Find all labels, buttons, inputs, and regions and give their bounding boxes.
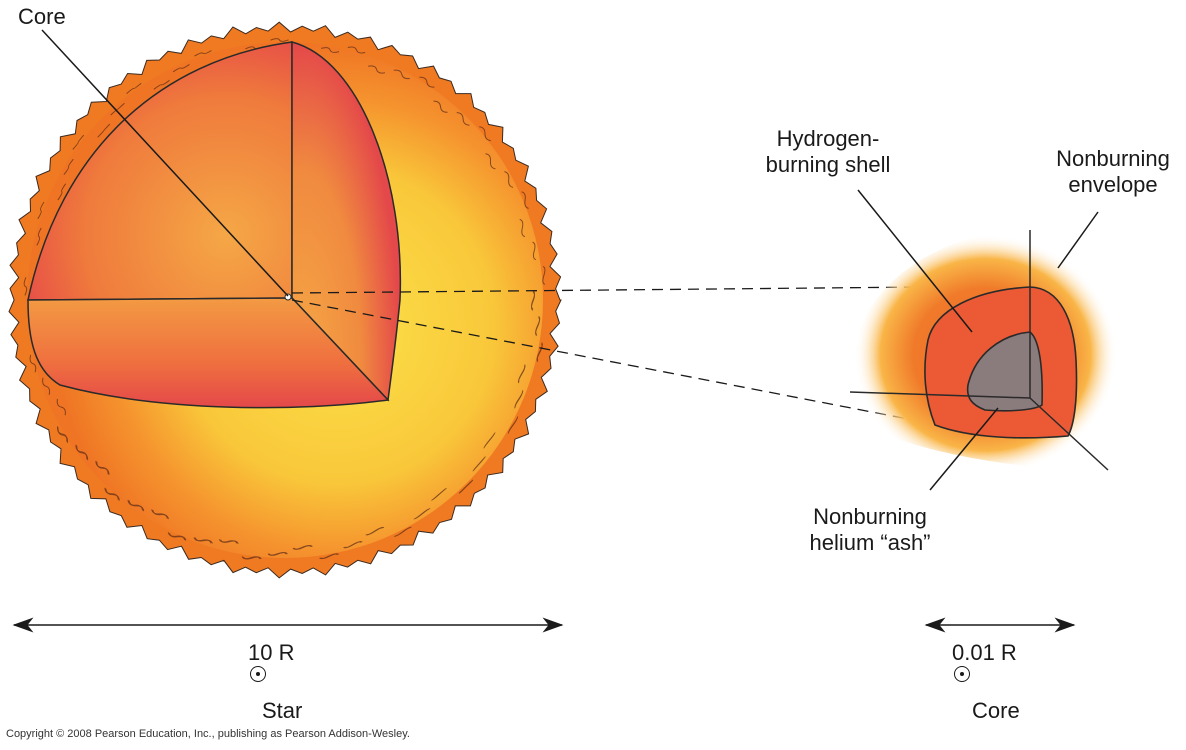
surface-squiggle — [172, 63, 190, 73]
surface-squiggle — [413, 508, 430, 520]
surface-squiggle — [57, 426, 68, 442]
core-axis-horizontal — [849, 391, 1031, 399]
surface-squiggle — [319, 553, 338, 560]
surface-squiggle — [292, 545, 312, 550]
surface-squiggle — [37, 201, 45, 220]
surface-squiggle — [393, 527, 411, 537]
surface-squiggle — [485, 153, 496, 170]
ash-label-line2: helium “ash” — [809, 530, 931, 555]
surface-squiggle — [542, 265, 546, 285]
copyright-notice: Copyright © 2008 Pearson Education, Inc.… — [6, 728, 410, 740]
hydrogen-shell-label-line1: Hydrogen- — [776, 126, 880, 151]
surface-squiggle — [433, 100, 448, 113]
surface-squiggle — [42, 377, 51, 395]
core-cutaway — [849, 229, 1117, 471]
surface-squiggle — [536, 343, 543, 363]
solar-symbol-icon — [954, 666, 970, 682]
surface-squiggle — [97, 123, 111, 138]
surface-squiggle — [57, 183, 67, 201]
ash-label-line1: Nonburning — [813, 504, 927, 529]
envelope-label: Nonburning envelope — [1040, 146, 1186, 198]
surface-squiggle — [504, 171, 514, 188]
surface-squiggle — [193, 537, 212, 544]
surface-squiggle — [472, 457, 485, 472]
core-label: Core — [18, 4, 66, 29]
surface-squiggle — [126, 82, 142, 94]
surface-squiggle — [531, 291, 535, 311]
cutaway-side-face — [291, 41, 402, 402]
surface-squiggle — [517, 365, 526, 384]
ash-label: Nonburning helium “ash” — [790, 504, 950, 556]
core-scale-text: 0.01 R — [952, 640, 1017, 665]
surface-squiggle — [194, 50, 212, 57]
surface-squiggle — [218, 539, 238, 544]
star-scale-text: 10 R — [248, 640, 295, 665]
surface-squiggle — [321, 47, 340, 53]
hydrogen-shell-leader — [857, 189, 973, 333]
surface-squiggle — [456, 112, 470, 126]
surface-squiggle — [110, 102, 125, 116]
surface-squiggle — [23, 277, 28, 296]
surface-squiggle — [535, 317, 541, 337]
surface-squiggle — [267, 552, 287, 556]
hydrogen-shell-label-line2: burning shell — [765, 152, 891, 177]
surface-squiggle — [72, 134, 85, 150]
helium-ash-core — [966, 331, 1043, 412]
surface-squiggle — [514, 391, 523, 409]
surface-squiggle — [270, 38, 289, 42]
surface-squiggle — [347, 46, 366, 54]
surface-squiggle — [368, 65, 386, 74]
surface-squiggle — [483, 433, 495, 449]
surface-squiggle — [521, 191, 529, 209]
envelope-label-line1: Nonburning — [1056, 146, 1170, 171]
surface-squiggle — [393, 69, 410, 80]
star-scale-label: 10 R — [248, 640, 294, 682]
surface-squiggle — [194, 537, 213, 544]
surface-squiggle — [127, 499, 144, 511]
zoom-dashed-line-lower — [291, 299, 966, 431]
surface-squiggle — [167, 532, 186, 541]
core-axis-diagonal — [1029, 397, 1109, 471]
hydrogen-shell-label: Hydrogen- burning shell — [746, 126, 910, 178]
surface-squiggle — [343, 541, 362, 549]
core-scale-label: 0.01 R — [952, 640, 1017, 682]
surface-squiggle — [419, 76, 435, 88]
surface-squiggle — [63, 158, 74, 175]
surface-squiggle — [458, 480, 473, 494]
surface-squiggle — [29, 354, 37, 373]
surface-squiggle — [153, 79, 170, 90]
core-leader-line — [41, 29, 289, 297]
solar-symbol-icon — [250, 666, 266, 682]
surface-squiggle — [365, 527, 383, 536]
cutaway-top-face — [27, 41, 293, 301]
surface-squiggle — [479, 126, 491, 142]
surface-squiggle — [56, 398, 66, 416]
star-cutaway — [8, 21, 562, 579]
star-caption: Star — [262, 698, 303, 723]
star-center-point — [284, 293, 292, 301]
envelope-leader — [1057, 211, 1099, 269]
surface-squiggle — [519, 218, 526, 238]
surface-squiggle — [104, 487, 119, 500]
core-caption: Core — [972, 698, 1020, 723]
ash-leader — [929, 407, 999, 491]
envelope-label-line2: envelope — [1068, 172, 1158, 197]
cutaway-bottom-face — [27, 297, 390, 409]
surface-squiggle — [532, 241, 537, 261]
surface-squiggle — [151, 509, 168, 519]
surface-squiggle — [95, 460, 109, 475]
surface-squiggle — [507, 417, 518, 434]
surface-squiggle — [241, 556, 261, 560]
surface-squiggle — [36, 227, 42, 246]
surface-squiggle — [75, 444, 88, 460]
surface-squiggle — [431, 488, 446, 501]
